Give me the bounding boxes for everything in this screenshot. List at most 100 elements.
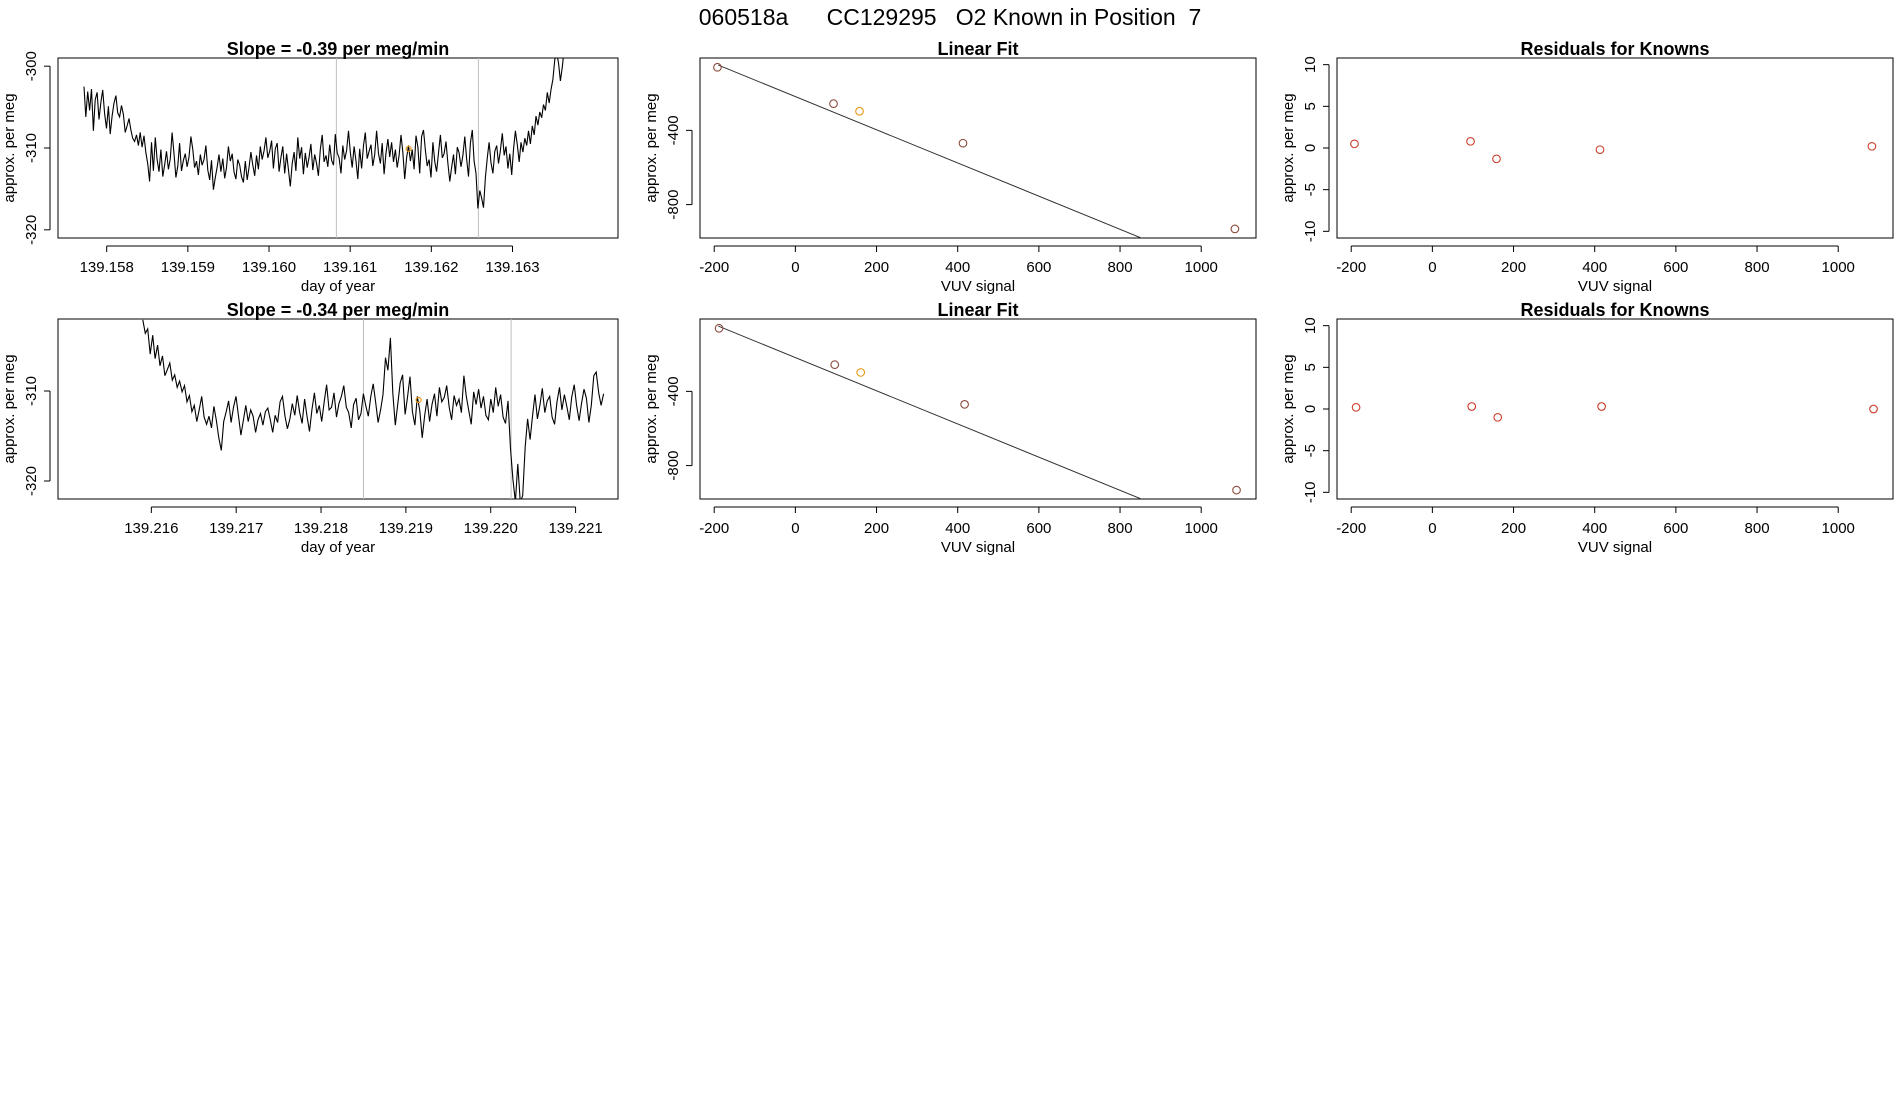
ts1-y-axis: -320 -310 -300 [23, 51, 51, 245]
ts1-x-tick-label: 139.158 [80, 259, 134, 276]
fit1-data-point [958, 138, 968, 148]
res1-x-tick-label: 1000 [1822, 259, 1855, 276]
ts1-y-tick-label: -300 [23, 51, 40, 81]
fit2-x-axis-label: VUV signal [941, 539, 1015, 556]
ts1-y-tick-label: -310 [23, 133, 40, 163]
ts1-plot-frame [57, 57, 619, 239]
fit1-x-axis: -200 0 200 400 600 800 1000 [699, 245, 1218, 276]
ts1-x-tick-label: 139.163 [485, 259, 539, 276]
res2-x-tick-label: 400 [1582, 520, 1607, 537]
fit2-panel: Linear Fit -200 0 200 400 600 800 1000 VUV signa… [643, 300, 1257, 556]
fit2-y-tick-label: -800 [665, 451, 682, 481]
res1-x-tick-label: 400 [1582, 259, 1607, 276]
res2-x-axis-label: VUV signal [1578, 539, 1652, 556]
res1-title: Residuals for Knowns [1520, 39, 1709, 59]
fit2-x-tick-label: -200 [699, 520, 729, 537]
ts2-x-tick-label: 139.216 [124, 520, 178, 537]
fit2-title: Linear Fit [937, 300, 1018, 320]
res1-x-axis-label: VUV signal [1578, 278, 1652, 295]
res2-data-point [1493, 412, 1503, 422]
res2-x-tick-label: 800 [1745, 520, 1770, 537]
fit2-data-point [830, 360, 840, 369]
fit2-x-tick-label: 0 [791, 520, 799, 537]
ts1-plot-area [83, 58, 564, 238]
res2-data-point [1351, 402, 1361, 412]
fit1-data-point [829, 99, 838, 108]
fit1-x-tick-label: 0 [791, 259, 799, 276]
fit1-data-point [1230, 224, 1240, 234]
fit1-x-tick-label: 600 [1026, 259, 1051, 276]
ts2-plot-frame [57, 318, 619, 500]
fit1-data-point [855, 106, 864, 116]
res1-x-tick-label: 0 [1428, 259, 1436, 276]
res2-x-tick-label: 1000 [1822, 520, 1855, 537]
ts2-x-axis: 139.216 139.217 139.218 139.219 139.220 139.2… [124, 506, 603, 537]
ts2-x-tick-label: 139.218 [294, 520, 348, 537]
ts1-y-axis-label: approx. per meg [1, 93, 18, 202]
fit1-x-tick-label: 400 [945, 259, 970, 276]
ts1-x-tick-label: 139.162 [404, 259, 458, 276]
fit1-x-tick-label: 800 [1108, 259, 1133, 276]
res2-y-tick-label: 10 [1302, 317, 1319, 334]
res2-x-axis: -200 0 200 400 600 800 1000 [1336, 506, 1855, 537]
ts1-series-line [83, 58, 564, 209]
fit2-data-point [856, 368, 866, 377]
res2-data-point [1597, 402, 1606, 411]
ts1-x-tick-label: 139.160 [242, 259, 296, 276]
ts2-x-tick-label: 139.219 [379, 520, 433, 537]
res1-data-point [1466, 136, 1475, 146]
ts2-highlight-marker [415, 396, 422, 404]
res1-y-axis-label: approx. per meg [1280, 93, 1297, 202]
fit2-x-tick-label: 200 [864, 520, 889, 537]
res1-y-tick-label: 5 [1302, 102, 1319, 110]
ts2-x-tick-label: 139.220 [464, 520, 518, 537]
res2-data-point [1869, 404, 1878, 414]
res2-panel: Residuals for Knowns-200 0 200 400 600 800 100… [1280, 300, 1894, 556]
res1-x-tick-label: 600 [1663, 259, 1688, 276]
res2-y-tick-label: -10 [1302, 481, 1319, 503]
fit1-y-axis-label: approx. per meg [643, 93, 660, 202]
res2-x-tick-label: 200 [1501, 520, 1526, 537]
ts1-highlight-marker [405, 145, 412, 152]
res2-y-axis: -10 -5 0 5 10 [1302, 317, 1330, 503]
ts2-y-axis-label: approx. per meg [1, 354, 18, 463]
res2-title: Residuals for Knowns [1520, 300, 1709, 320]
fit1-y-tick-label: -800 [665, 190, 682, 220]
ts1-x-tick-label: 139.161 [323, 259, 377, 276]
ts2-y-axis: -320 -310 [23, 376, 51, 496]
fit1-title: Linear Fit [937, 39, 1018, 59]
fit2-y-axis: -800 -400 [665, 376, 693, 481]
fit2-x-tick-label: 600 [1026, 520, 1051, 537]
fit1-data-point [713, 62, 722, 72]
ts2-title: Slope = -0.34 per meg/min [227, 300, 450, 320]
ts1-x-tick-label: 139.159 [161, 259, 215, 276]
res1-x-tick-label: 800 [1745, 259, 1770, 276]
res1-plot-area [1350, 136, 1877, 164]
res2-data-point [1467, 402, 1477, 411]
fit1-x-tick-label: 200 [864, 259, 889, 276]
ts2-y-tick-label: -320 [23, 466, 40, 496]
res1-data-point [1595, 145, 1605, 155]
ts2-series-line [142, 319, 605, 499]
fit2-y-axis-label: approx. per meg [643, 354, 660, 463]
fit2-data-point [714, 323, 724, 333]
ts1-x-axis: 139.158 139.159 139.160 139.161 139.162 139.1… [80, 245, 540, 276]
fit2-data-point [1232, 485, 1241, 495]
ts2-y-tick-label: -310 [23, 376, 40, 406]
res1-y-tick-label: -5 [1302, 183, 1319, 196]
fit2-plot-area [714, 323, 1241, 499]
res1-y-axis: -10 -5 0 5 10 [1302, 56, 1330, 242]
fit1-x-tick-label: 1000 [1185, 259, 1218, 276]
res1-x-axis: -200 0 200 400 600 800 1000 [1336, 245, 1855, 276]
res2-y-tick-label: 0 [1302, 405, 1319, 413]
res2-y-axis-label: approx. per meg [1280, 354, 1297, 463]
fit2-data-point [960, 400, 969, 409]
fit1-plot-frame [699, 57, 1257, 239]
fit2-x-tick-label: 1000 [1185, 520, 1218, 537]
res1-y-tick-label: 10 [1302, 56, 1319, 73]
res1-panel: Residuals for Knowns-200 0 200 400 600 800 100… [1280, 39, 1894, 295]
